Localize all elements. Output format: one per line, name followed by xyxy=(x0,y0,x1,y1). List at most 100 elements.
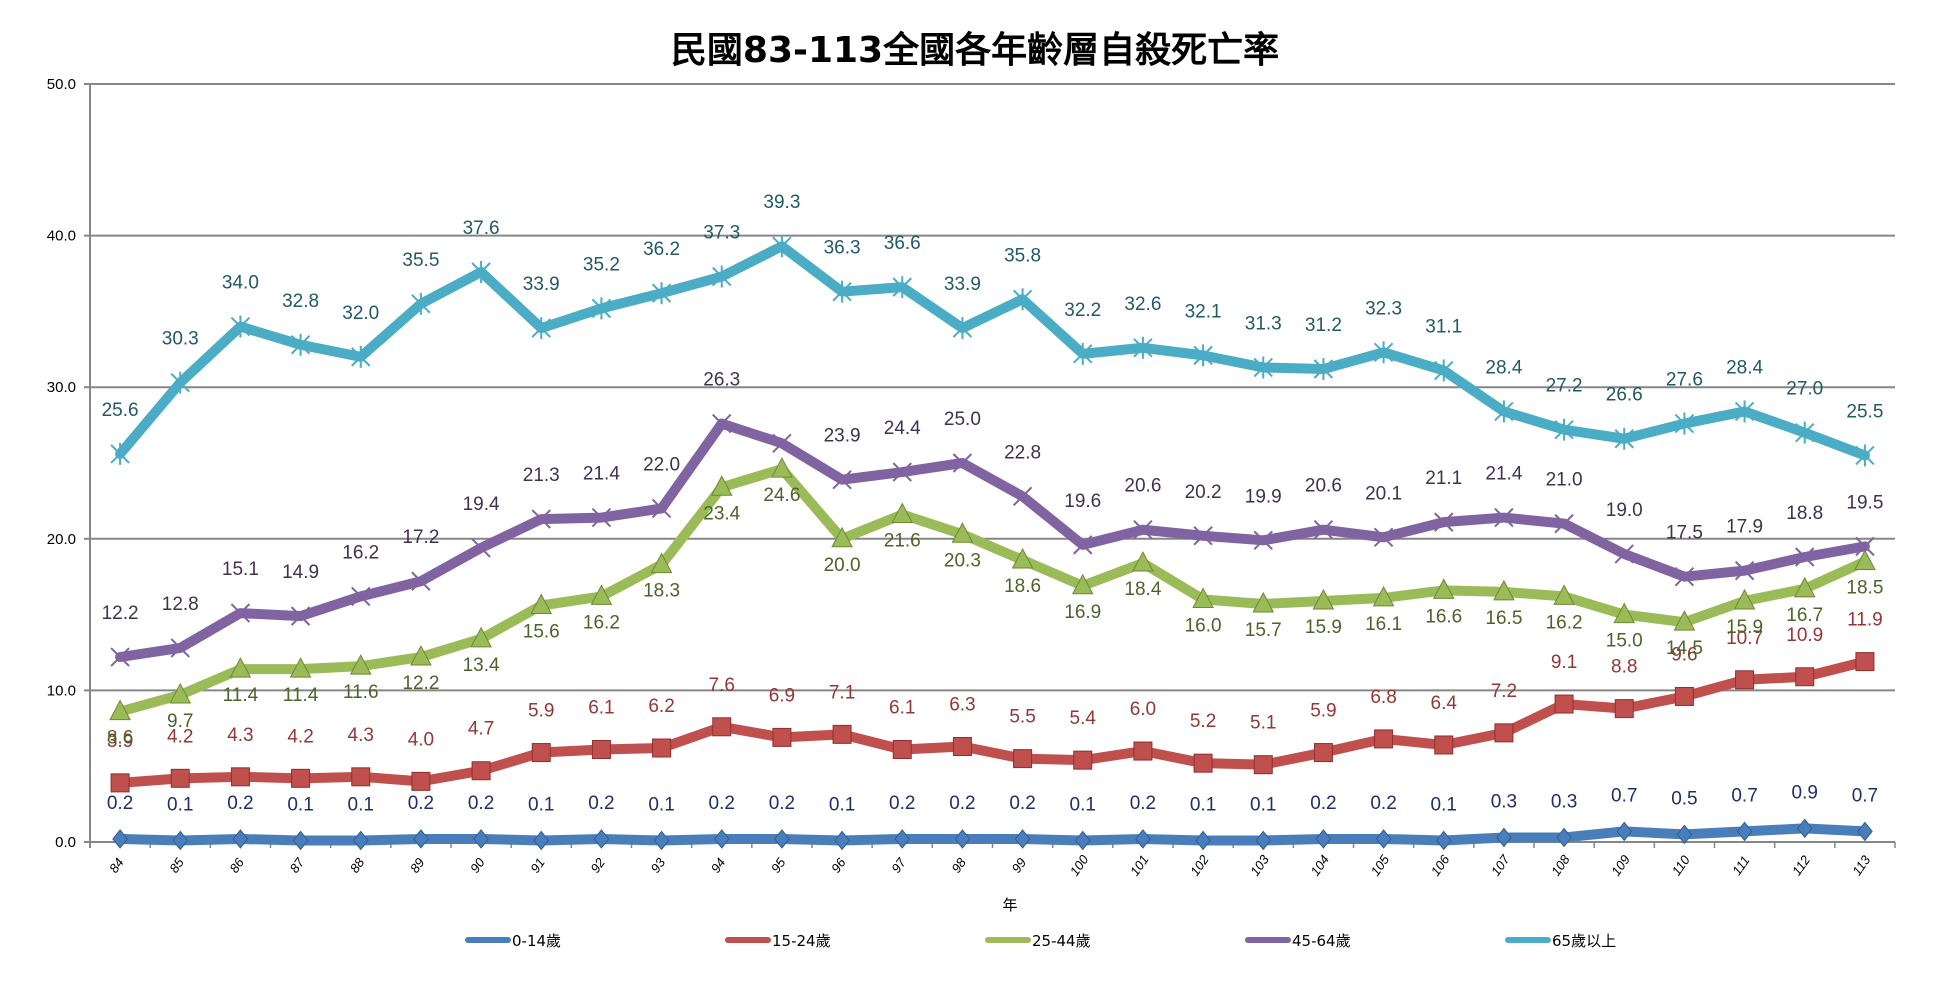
data-point xyxy=(411,292,431,315)
data-label: 5.9 xyxy=(1310,701,1336,722)
x-tick-label: 98 xyxy=(948,855,969,876)
legend: 0-14歲 15-24歲 25-44歲 45-64歲 65歲以上 xyxy=(465,932,1616,950)
data-label: 5.5 xyxy=(1009,707,1035,728)
data-label: 25.5 xyxy=(1846,401,1883,422)
data-label: 6.8 xyxy=(1370,687,1396,708)
data-point xyxy=(471,260,491,283)
data-point xyxy=(891,502,914,524)
data-point xyxy=(1073,750,1093,770)
data-point xyxy=(1375,829,1392,849)
data-label: 21.6 xyxy=(884,531,921,552)
data-point xyxy=(1253,356,1273,379)
data-point xyxy=(1674,686,1694,706)
series-25-44歲 xyxy=(109,456,1876,721)
data-label: 15.6 xyxy=(523,622,560,643)
x-tick-label: 86 xyxy=(226,855,247,876)
series-line xyxy=(115,418,1870,663)
data-point xyxy=(1373,527,1394,547)
data-label: 10.7 xyxy=(1726,628,1763,649)
y-tick-label: 10.0 xyxy=(47,682,76,699)
data-point xyxy=(1494,723,1514,743)
series-line xyxy=(115,464,1870,717)
data-label: 7.2 xyxy=(1491,681,1517,702)
data-point xyxy=(1496,827,1512,848)
data-point xyxy=(1434,359,1454,382)
y-tick-label: 20.0 xyxy=(47,531,76,548)
data-label: 0.7 xyxy=(1731,785,1757,806)
data-label: 0.3 xyxy=(1491,791,1517,812)
data-label: 28.4 xyxy=(1726,357,1763,378)
data-point xyxy=(772,235,792,258)
data-point xyxy=(1133,519,1153,540)
data-point xyxy=(413,829,429,849)
data-point xyxy=(1373,341,1394,364)
data-label: 4.0 xyxy=(408,729,434,750)
data-label: 0.1 xyxy=(648,794,674,815)
legend-label: 15-24歲 xyxy=(772,932,831,950)
data-point xyxy=(712,265,732,288)
data-point xyxy=(1255,830,1272,851)
data-point xyxy=(1193,753,1213,773)
data-point xyxy=(951,522,974,543)
data-label: 16.1 xyxy=(1365,614,1402,635)
data-point xyxy=(1133,741,1153,761)
data-label: 6.2 xyxy=(648,696,674,717)
data-label: 15.9 xyxy=(1726,617,1763,638)
data-point xyxy=(1795,667,1815,687)
data-label: 16.7 xyxy=(1786,605,1823,626)
data-point xyxy=(1734,400,1755,423)
data-point xyxy=(712,717,732,737)
x-tick-label: 85 xyxy=(166,855,187,876)
x-tick-label: 110 xyxy=(1669,852,1694,878)
x-tick-label: 95 xyxy=(768,855,789,876)
data-point xyxy=(1372,585,1395,607)
data-label: 19.4 xyxy=(463,494,500,515)
data-point xyxy=(170,371,190,394)
legend-label: 25-44歲 xyxy=(1032,932,1091,950)
series-line xyxy=(115,241,1870,461)
data-point xyxy=(1432,578,1455,599)
data-label: 13.4 xyxy=(463,655,500,676)
x-tick-label: 84 xyxy=(106,855,127,875)
data-label: 23.4 xyxy=(703,503,740,524)
data-label: 8.6 xyxy=(107,728,133,749)
data-point xyxy=(772,727,792,747)
data-label: 32.1 xyxy=(1185,301,1222,322)
data-label: 0.1 xyxy=(167,794,193,815)
data-label: 30.3 xyxy=(162,329,199,350)
series-65歲以上 xyxy=(110,235,1875,467)
data-label: 4.2 xyxy=(287,726,313,747)
data-label: 25.0 xyxy=(944,409,981,430)
data-point xyxy=(351,767,371,787)
data-point xyxy=(291,768,311,788)
data-point xyxy=(1674,412,1695,435)
data-point xyxy=(1493,579,1515,601)
x-tick-label: 107 xyxy=(1488,852,1513,879)
data-label: 7.6 xyxy=(709,675,735,696)
series-0-14歲 xyxy=(112,818,1873,851)
data-point xyxy=(110,442,130,465)
data-label: 0.1 xyxy=(1070,794,1096,815)
data-label: 15.7 xyxy=(1245,620,1282,641)
data-label: 0.2 xyxy=(1370,793,1396,814)
legend-item: 45-64歲 xyxy=(1245,932,1351,950)
data-point xyxy=(170,638,190,658)
data-point xyxy=(1135,829,1151,849)
data-label: 24.6 xyxy=(763,485,800,506)
data-point xyxy=(591,297,612,320)
data-point xyxy=(651,282,672,305)
data-label: 31.2 xyxy=(1305,315,1342,336)
data-point xyxy=(832,280,852,303)
data-label: 33.9 xyxy=(523,274,560,295)
x-tick-label: 105 xyxy=(1368,852,1393,879)
data-label: 16.5 xyxy=(1485,608,1522,629)
data-label: 16.2 xyxy=(342,542,379,563)
data-point xyxy=(473,829,489,849)
data-label: 16.2 xyxy=(1546,612,1583,633)
data-point xyxy=(351,586,371,607)
data-point xyxy=(892,740,912,760)
data-point xyxy=(1857,821,1873,842)
data-label: 17.2 xyxy=(402,527,439,548)
series-45-64歲 xyxy=(110,413,1875,667)
data-point xyxy=(109,699,131,721)
